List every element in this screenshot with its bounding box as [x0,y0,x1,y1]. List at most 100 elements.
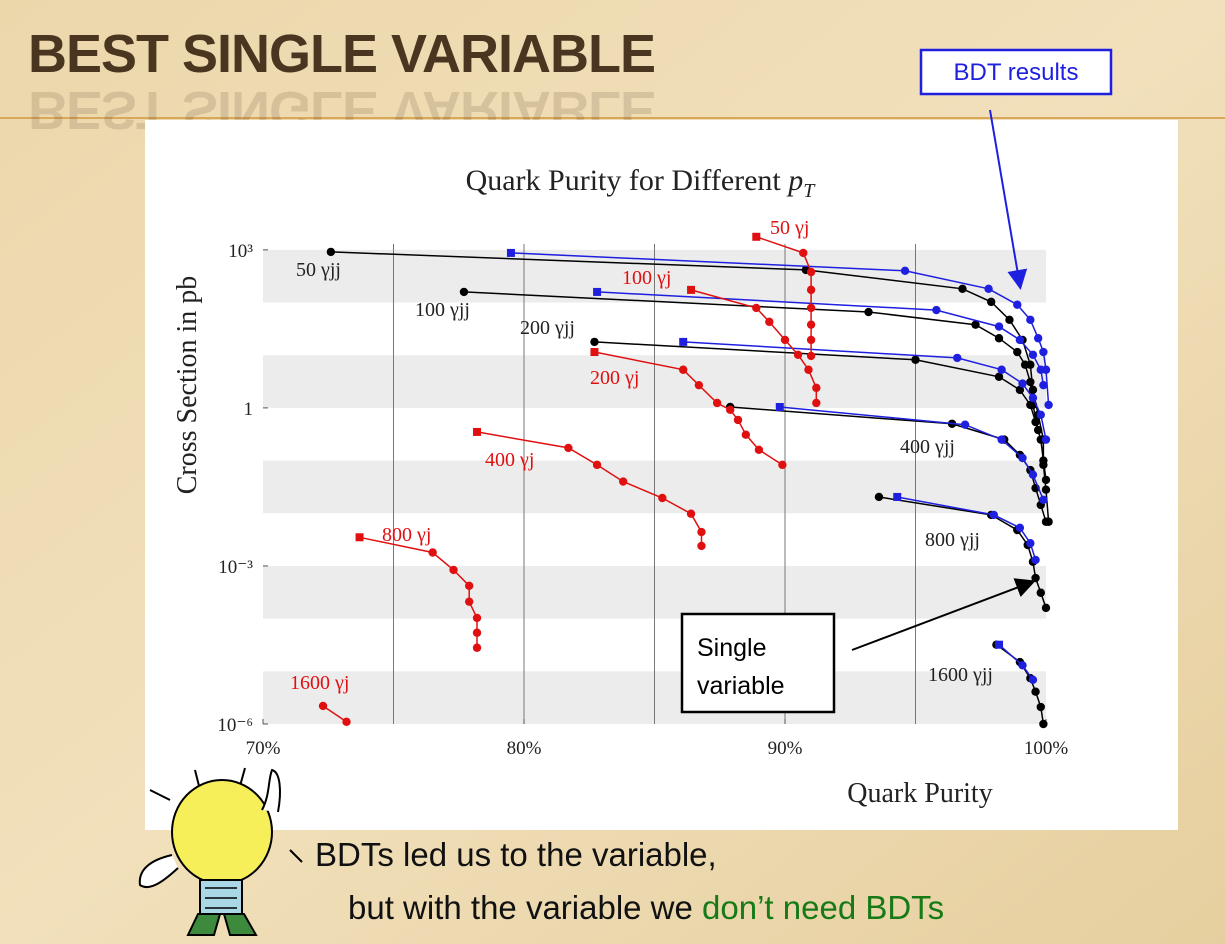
marker [804,365,813,374]
marker [752,232,761,241]
marker [971,320,980,329]
marker [806,351,816,361]
series-label: 50 γjj [296,259,341,281]
chart-title-text: Quark Purity for Different [466,164,782,197]
marker [1028,470,1038,479]
marker [733,415,743,425]
marker [318,701,328,711]
series-label: 100 γjj [415,299,470,321]
marker [806,335,816,345]
marker [725,405,735,415]
chart-title-var: p [786,164,803,197]
marker [1039,495,1048,505]
marker [1005,315,1014,325]
marker [1044,400,1053,410]
marker [864,307,873,317]
marker [780,335,790,345]
marker [984,284,993,294]
marker [994,334,1004,343]
marker [1036,702,1045,712]
marker [712,398,722,408]
marker [1039,380,1048,390]
marker [658,493,667,503]
marker [1031,555,1040,565]
callout-arrow [989,109,1028,290]
marker [1026,377,1035,387]
marker [994,372,1004,381]
marker [428,548,437,557]
marker [590,348,599,357]
marker [464,581,474,591]
marker [1015,335,1025,345]
marker [997,365,1006,374]
chart-title: Quark Purity for Different pT [466,164,817,202]
marker [506,248,515,257]
marker [1041,435,1051,444]
marker [812,398,821,408]
marker [590,337,599,347]
series-line [779,406,1045,501]
marker [1033,334,1043,343]
footer-text-part: but with the variable we [348,889,693,926]
marker [1039,719,1048,729]
x-tick-label: 80% [507,738,542,759]
y-tick-label: 10⁻³ [218,557,253,578]
marker [449,565,458,575]
marker [778,460,787,470]
marker [1031,417,1040,427]
x-tick-label: 90% [768,738,803,759]
marker [355,533,364,542]
marker [806,285,816,295]
marker [752,303,761,313]
footer-text: but with the variable we don’t need BDTs [348,889,944,926]
marker [1041,603,1051,613]
marker [1020,360,1030,369]
marker [326,247,336,257]
marker [1028,393,1038,403]
marker [694,380,704,390]
marker [997,435,1006,444]
marker [1039,456,1048,465]
marker [986,297,996,307]
series-label: 400 γjj [900,436,955,458]
marker [958,284,967,294]
marker [472,613,482,623]
marker [806,267,816,277]
marker [799,248,808,258]
marker [1015,523,1025,532]
footer-text: BDTs led us to the variable, [315,836,717,873]
marker [1036,365,1045,374]
marker [1018,661,1027,670]
marker [459,287,469,297]
marker [1031,573,1040,583]
marker [994,322,1004,331]
x-axis-label: Quark Purity [847,778,992,809]
series-line [322,705,347,723]
marker [806,320,816,329]
series-label: 1600 γj [290,672,349,694]
marker [1041,485,1051,494]
series-label: 800 γj [382,524,431,546]
y-tick-label: 1 [244,399,254,420]
marker [1028,675,1038,685]
marker [1013,347,1022,357]
marker [1041,517,1051,526]
marker [741,430,751,439]
marker [900,266,910,276]
marker [1039,347,1048,357]
lightbulb-character [138,767,303,936]
marker [1036,588,1045,597]
marker [472,628,482,637]
series-label: 400 γj [485,449,534,471]
callout-text: variable [697,672,785,700]
marker [472,643,482,652]
marker [806,303,816,313]
series-label: 1600 γjj [928,664,993,686]
x-tick-label: 70% [246,738,281,759]
marker [1015,385,1025,395]
plot: 70% 80% 90% 100% 10⁻⁶ 10⁻³ 1 10³ 50 γjj 100 γjj 20… [217,217,1068,759]
callout-box [680,612,836,714]
marker [754,445,764,455]
marker [697,527,706,537]
series-label: 50 γj [770,217,809,239]
